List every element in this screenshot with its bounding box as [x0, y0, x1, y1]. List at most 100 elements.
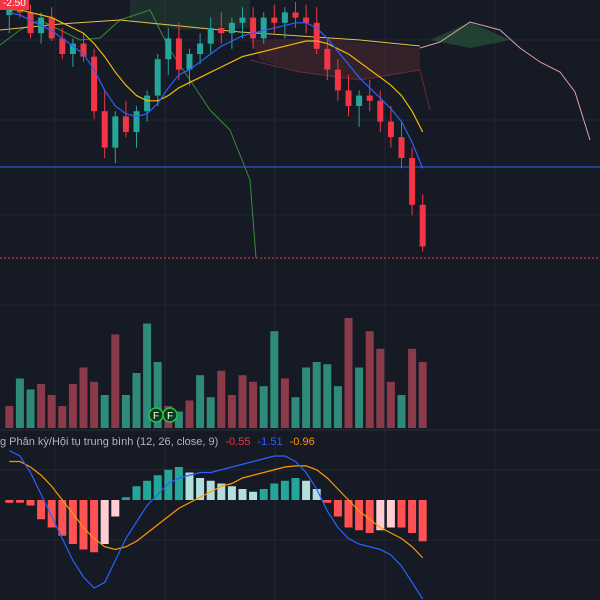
- volume-bar: [344, 318, 353, 428]
- volume-bar: [174, 411, 183, 428]
- volume-bar: [47, 395, 56, 428]
- macd-histogram-bar: [132, 486, 141, 500]
- volume-bar: [418, 362, 427, 428]
- volume-bar: [26, 389, 35, 428]
- macd-histogram-bar: [280, 480, 289, 500]
- ichimoku-span-b: [419, 21, 591, 141]
- macd-histogram-bar: [37, 500, 46, 520]
- candle-body: [292, 12, 299, 18]
- volume-bar: [333, 386, 342, 428]
- candle-body: [228, 22, 235, 34]
- volume-bar: [302, 367, 311, 428]
- macd-histogram-bar: [397, 500, 406, 528]
- candle-body: [250, 17, 257, 39]
- volume-bar: [185, 400, 194, 428]
- macd-legend[interactable]: g Phân kỳ/Hội tụ trung bình (12, 26, clo…: [0, 436, 319, 448]
- candle-body: [197, 43, 204, 54]
- candle-body: [48, 17, 55, 39]
- macd-histogram-bar: [79, 500, 88, 550]
- volume-bar: [121, 395, 130, 428]
- flag-label: F: [153, 411, 159, 422]
- candle-body: [281, 12, 288, 23]
- macd-histogram-bar: [5, 500, 14, 503]
- macd-histogram-bar: [68, 500, 77, 544]
- candle-body: [101, 111, 108, 148]
- macd-histogram-bar: [206, 480, 215, 500]
- macd-legend-name: g Phân kỳ/Hội tụ trung bình (12, 26, clo…: [0, 436, 219, 448]
- volume-bar: [217, 370, 226, 428]
- macd-histogram-bar: [47, 500, 56, 528]
- macd-histogram-bar: [196, 478, 205, 500]
- candle-body: [69, 43, 76, 54]
- candle-body: [239, 17, 246, 23]
- macd-histogram-bar: [376, 500, 385, 531]
- candle-body: [377, 100, 384, 122]
- volume-bar: [111, 334, 120, 428]
- volume-bar: [238, 375, 247, 428]
- candle-body: [419, 204, 426, 247]
- flag-marker: [162, 407, 178, 423]
- candle-body: [133, 111, 140, 132]
- volume-bar: [323, 364, 332, 428]
- macd-histogram-bar: [323, 500, 332, 503]
- candle-body: [324, 48, 331, 70]
- volume-bar: [227, 395, 236, 428]
- candle-body: [271, 17, 278, 23]
- volume-bar: [206, 397, 215, 428]
- macd-histogram-bar: [365, 500, 374, 533]
- volume-bar: [355, 367, 364, 428]
- volume-bar: [196, 375, 205, 428]
- volume-bar: [376, 348, 385, 428]
- macd-histogram-bar: [121, 497, 130, 500]
- volume-bar: [249, 381, 258, 428]
- ichimoku-cloud: [250, 38, 420, 80]
- volume-bar: [79, 367, 88, 428]
- macd-histogram-bar: [418, 500, 427, 542]
- macd-histogram-bar: [15, 500, 24, 503]
- volume-bar: [280, 378, 289, 428]
- volume-bar: [291, 397, 300, 428]
- candle-body: [334, 69, 341, 91]
- volume-bar: [365, 331, 374, 428]
- volume-bar: [153, 362, 162, 428]
- volume-bar: [270, 331, 279, 428]
- macd-histogram-bar: [291, 478, 300, 500]
- macd-histogram-bar: [100, 500, 109, 544]
- volume-bar: [408, 348, 417, 428]
- macd-line: [9, 449, 424, 600]
- candle-body: [313, 22, 320, 49]
- candle-body: [144, 95, 151, 112]
- candle-body: [356, 95, 363, 106]
- candle-body: [175, 38, 182, 70]
- macd-histogram-bar: [185, 472, 194, 500]
- macd-histogram-bar: [333, 500, 342, 517]
- volume-bar: [58, 406, 67, 428]
- volume-bar: [132, 373, 141, 428]
- macd-histogram-bar: [238, 489, 247, 500]
- candle-body: [260, 17, 267, 39]
- macd-histogram-bar: [270, 483, 279, 500]
- volume-bar: [100, 395, 109, 428]
- volume-bar: [386, 381, 395, 428]
- macd-histogram-bar: [344, 500, 353, 528]
- macd-histogram-bar: [408, 500, 417, 533]
- price-badge: -2.50: [0, 0, 29, 10]
- candle-body: [303, 17, 310, 23]
- candle-body: [345, 90, 352, 106]
- ichimoku-span-a: [249, 59, 431, 111]
- macd-histogram-bar: [26, 500, 35, 506]
- candle-body: [409, 158, 416, 205]
- candle-body: [16, 9, 23, 13]
- volume-bar: [312, 362, 321, 428]
- macd-histogram-bar: [302, 480, 311, 500]
- macd-signal-line: [9, 460, 424, 559]
- histogram-value: -0.96: [289, 436, 315, 448]
- candle-body: [165, 38, 172, 60]
- candle-body: [122, 116, 129, 132]
- macd-histogram-bar: [111, 500, 120, 517]
- macd-histogram-bar: [249, 491, 258, 500]
- candle-body: [27, 12, 34, 34]
- signal-value: -1.51: [257, 436, 283, 448]
